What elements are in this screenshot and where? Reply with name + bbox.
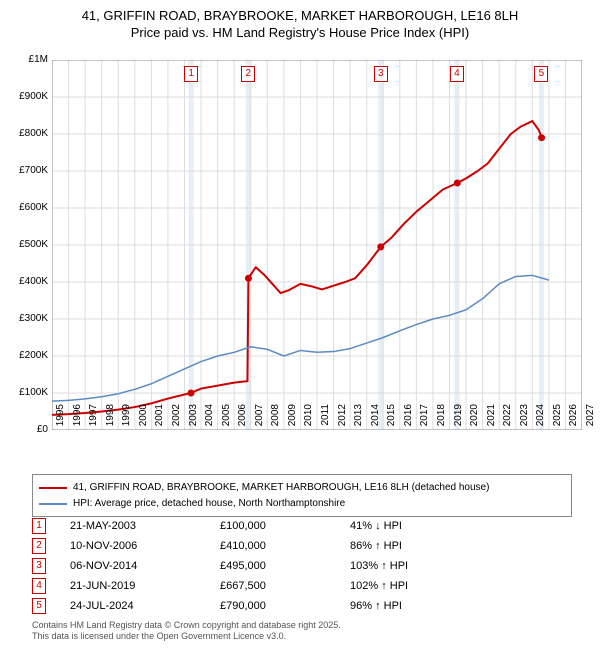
x-axis-label: 1997 — [88, 404, 99, 434]
legend-row-1: HPI: Average price, detached house, Nort… — [39, 496, 565, 511]
x-axis-label: 2014 — [370, 404, 381, 434]
tx-marker: 1 — [32, 518, 46, 534]
y-axis-label: £0 — [2, 424, 48, 435]
x-axis-label: 2026 — [568, 404, 579, 434]
y-axis-label: £700K — [2, 165, 48, 176]
plot-svg — [52, 60, 582, 430]
y-axis-label: £1M — [2, 54, 48, 65]
y-axis-label: £600K — [2, 202, 48, 213]
x-axis-label: 2001 — [154, 404, 165, 434]
x-axis-label: 1998 — [105, 404, 116, 434]
x-axis-label: 2018 — [436, 404, 447, 434]
x-axis-label: 2000 — [138, 404, 149, 434]
legend-row-0: 41, GRIFFIN ROAD, BRAYBROOKE, MARKET HAR… — [39, 480, 565, 495]
tx-date: 10-NOV-2006 — [70, 540, 220, 552]
sale-marker: 5 — [534, 66, 548, 82]
tx-date: 24-JUL-2024 — [70, 600, 220, 612]
y-axis-label: £900K — [2, 91, 48, 102]
x-axis-label: 2012 — [337, 404, 348, 434]
y-axis-label: £300K — [2, 313, 48, 324]
legend-label-0: 41, GRIFFIN ROAD, BRAYBROOKE, MARKET HAR… — [73, 480, 489, 495]
tx-date: 06-NOV-2014 — [70, 560, 220, 572]
sale-marker: 2 — [241, 66, 255, 82]
y-axis-label: £200K — [2, 350, 48, 361]
legend-label-1: HPI: Average price, detached house, Nort… — [73, 496, 345, 511]
sale-marker: 1 — [184, 66, 198, 82]
tx-pct: 102% ↑ HPI — [350, 580, 480, 592]
x-axis-label: 2013 — [353, 404, 364, 434]
transaction-row: 4 21-JUN-2019£667,500102% ↑ HPI — [32, 576, 572, 596]
x-axis-label: 2007 — [254, 404, 265, 434]
x-axis-label: 1996 — [72, 404, 83, 434]
tx-marker: 5 — [32, 598, 46, 614]
x-axis-label: 2008 — [270, 404, 281, 434]
tx-price: £495,000 — [220, 560, 350, 572]
transaction-row: 5 24-JUL-2024£790,00096% ↑ HPI — [32, 596, 572, 616]
tx-date: 21-MAY-2003 — [70, 520, 220, 532]
legend-swatch-1 — [39, 503, 67, 505]
title-line2: Price paid vs. HM Land Registry's House … — [0, 25, 600, 42]
x-axis-label: 2025 — [552, 404, 563, 434]
tx-date: 21-JUN-2019 — [70, 580, 220, 592]
y-axis-label: £400K — [2, 276, 48, 287]
footer-line1: Contains HM Land Registry data © Crown c… — [32, 620, 341, 631]
chart-container: 41, GRIFFIN ROAD, BRAYBROOKE, MARKET HAR… — [0, 0, 600, 650]
x-axis-label: 2023 — [519, 404, 530, 434]
transaction-row: 1 21-MAY-2003£100,00041% ↓ HPI — [32, 516, 572, 536]
x-axis-label: 2010 — [303, 404, 314, 434]
tx-marker: 4 — [32, 578, 46, 594]
x-axis-label: 2004 — [204, 404, 215, 434]
x-axis-label: 2020 — [469, 404, 480, 434]
footer: Contains HM Land Registry data © Crown c… — [32, 620, 341, 642]
x-axis-label: 2009 — [287, 404, 298, 434]
transaction-row: 3 06-NOV-2014£495,000103% ↑ HPI — [32, 556, 572, 576]
y-axis-label: £100K — [2, 387, 48, 398]
x-axis-label: 2011 — [320, 404, 331, 434]
x-axis-label: 1995 — [55, 404, 66, 434]
tx-price: £410,000 — [220, 540, 350, 552]
sale-marker: 4 — [450, 66, 464, 82]
legend-box: 41, GRIFFIN ROAD, BRAYBROOKE, MARKET HAR… — [32, 474, 572, 517]
transaction-row: 2 10-NOV-2006£410,00086% ↑ HPI — [32, 536, 572, 556]
x-axis-label: 2016 — [403, 404, 414, 434]
y-axis-label: £500K — [2, 239, 48, 250]
x-axis-label: 2019 — [453, 404, 464, 434]
x-axis-label: 2022 — [502, 404, 513, 434]
x-axis-label: 2002 — [171, 404, 182, 434]
tx-marker: 2 — [32, 538, 46, 554]
x-axis-label: 2003 — [188, 404, 199, 434]
tx-pct: 96% ↑ HPI — [350, 600, 480, 612]
x-axis-label: 2027 — [585, 404, 596, 434]
x-axis-label: 2006 — [237, 404, 248, 434]
y-axis-label: £800K — [2, 128, 48, 139]
tx-pct: 41% ↓ HPI — [350, 520, 480, 532]
x-axis-label: 2024 — [535, 404, 546, 434]
chart-area: £0£100K£200K£300K£400K£500K£600K£700K£80… — [52, 60, 582, 430]
tx-marker: 3 — [32, 558, 46, 574]
x-axis-label: 2005 — [221, 404, 232, 434]
title-block: 41, GRIFFIN ROAD, BRAYBROOKE, MARKET HAR… — [0, 0, 600, 42]
sale-marker: 3 — [374, 66, 388, 82]
footer-line2: This data is licensed under the Open Gov… — [32, 631, 341, 642]
tx-pct: 86% ↑ HPI — [350, 540, 480, 552]
x-axis-label: 1999 — [121, 404, 132, 434]
tx-pct: 103% ↑ HPI — [350, 560, 480, 572]
tx-price: £667,500 — [220, 580, 350, 592]
x-axis-label: 2015 — [386, 404, 397, 434]
x-axis-label: 2017 — [419, 404, 430, 434]
x-axis-label: 2021 — [486, 404, 497, 434]
tx-price: £100,000 — [220, 520, 350, 532]
legend-swatch-0 — [39, 487, 67, 489]
tx-price: £790,000 — [220, 600, 350, 612]
title-line1: 41, GRIFFIN ROAD, BRAYBROOKE, MARKET HAR… — [0, 8, 600, 25]
transactions-table: 1 21-MAY-2003£100,00041% ↓ HPI 2 10-NOV-200… — [32, 516, 572, 616]
